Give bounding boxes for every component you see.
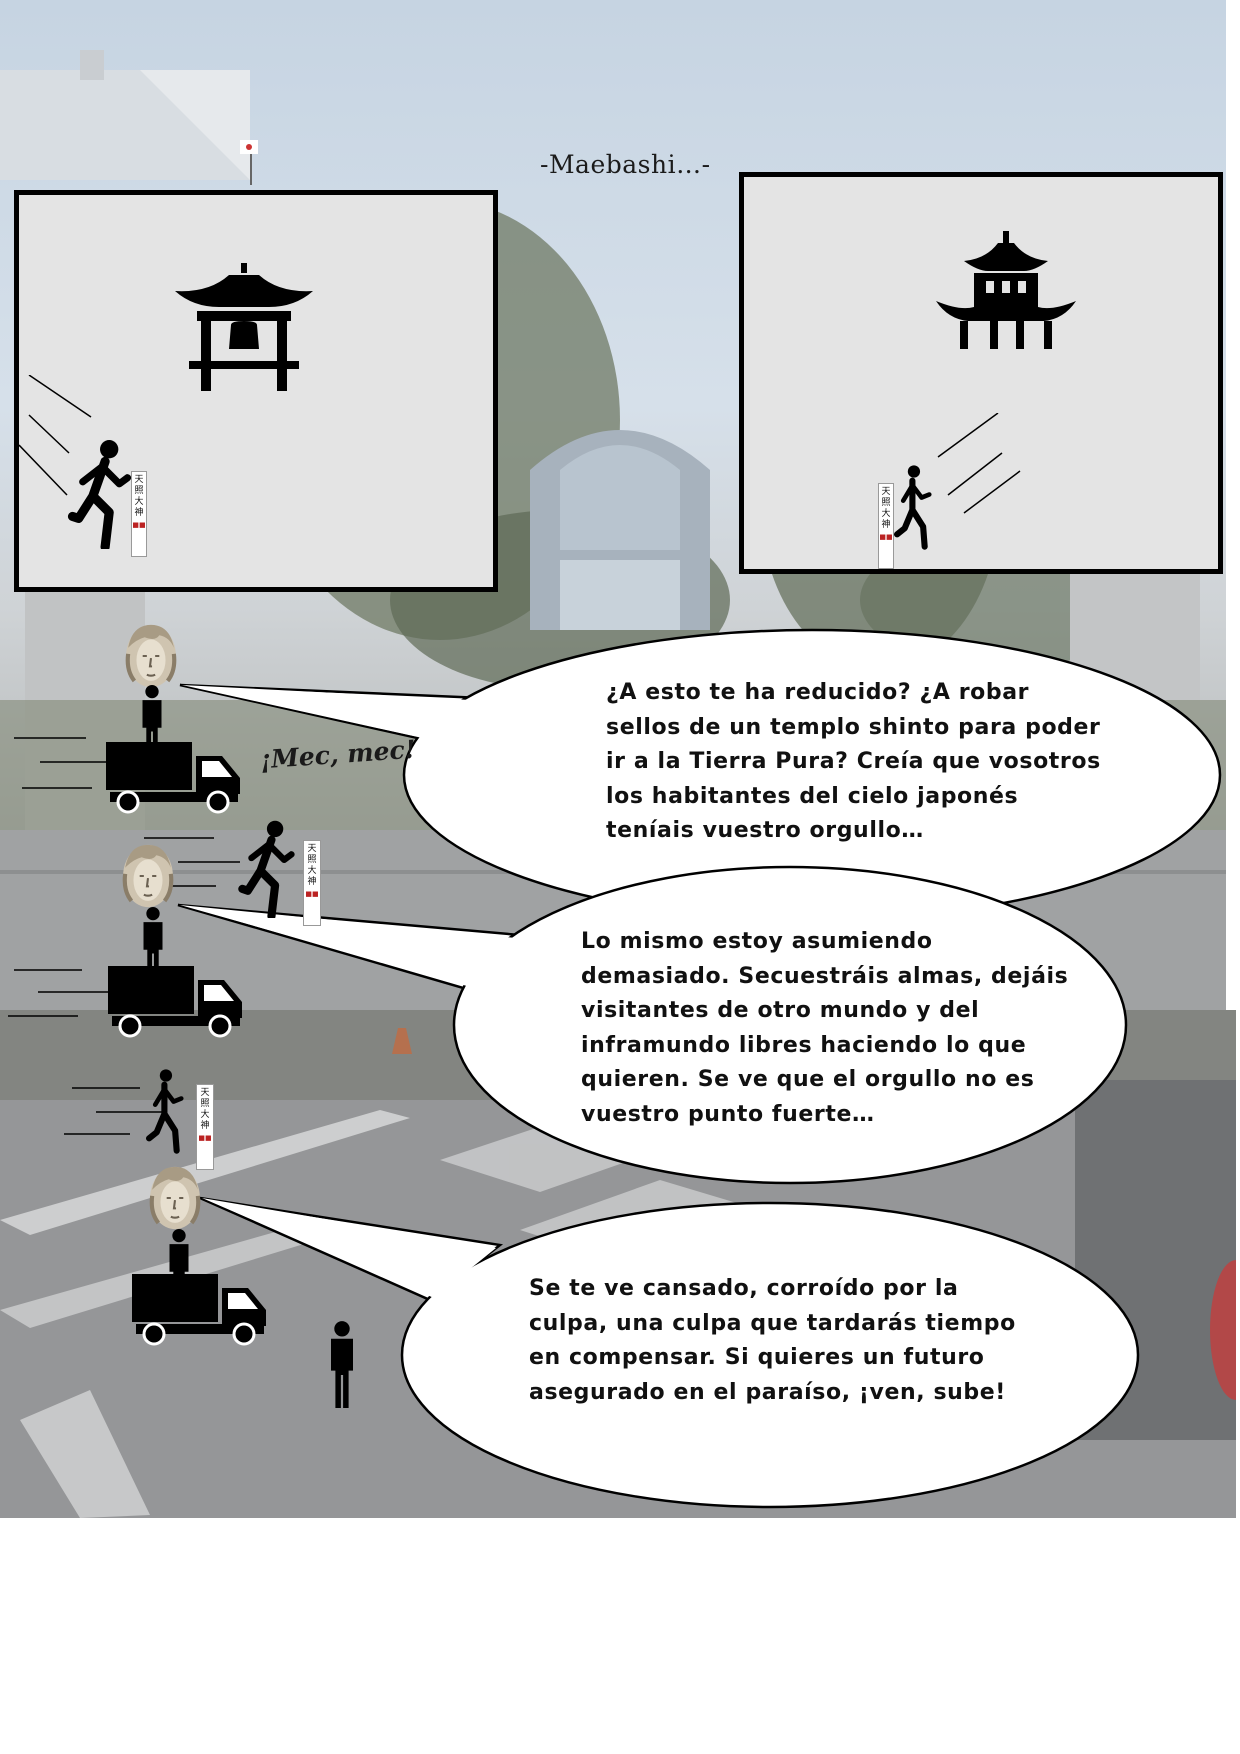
statue-head-icon — [124, 622, 178, 690]
speech-bubble-1-text: ¿A esto te ha reducido? ¿A robar sellos d… — [606, 680, 1101, 843]
shrine-seal-talisman: 天照大神 ■■ — [196, 1084, 214, 1170]
panel-pagoda: 天照大神 ■■ — [739, 172, 1223, 574]
delivery-truck-icon — [106, 740, 246, 816]
speech-bubble-1 — [179, 628, 1222, 922]
running-person-icon — [146, 1060, 192, 1160]
speech-bubble-2 — [177, 865, 1128, 1185]
shrine-seal-talisman: 天照大神 ■■ — [878, 483, 894, 569]
shrine-seal-talisman: 天照大神 ■■ — [131, 471, 147, 557]
delivery-truck-icon — [108, 964, 248, 1040]
speed-lines — [8, 737, 240, 1135]
pagoda-icon — [936, 231, 1076, 349]
panel-bell-temple: 天照大神 ■■ — [14, 190, 498, 592]
speech-bubble-2-text: Lo mismo estoy asumiendo demasiado. Secue… — [581, 929, 1069, 1127]
motion-lines — [937, 413, 1021, 514]
speech-bubble-3-text: Se te ve cansado, corroído por la culpa, … — [529, 1276, 1016, 1405]
location-caption: -Maebashi…- — [540, 150, 711, 179]
temple-bell-icon — [175, 263, 313, 391]
delivery-truck-icon — [132, 1272, 272, 1348]
motion-lines — [19, 375, 92, 496]
statue-head-icon — [148, 1164, 202, 1232]
speech-bubble-3 — [199, 1196, 1140, 1509]
statue-head-icon — [121, 842, 175, 910]
standing-person-icon — [320, 1320, 364, 1408]
shrine-seal-talisman: 天照大神 ■■ — [303, 840, 321, 926]
running-person-icon — [234, 818, 298, 918]
